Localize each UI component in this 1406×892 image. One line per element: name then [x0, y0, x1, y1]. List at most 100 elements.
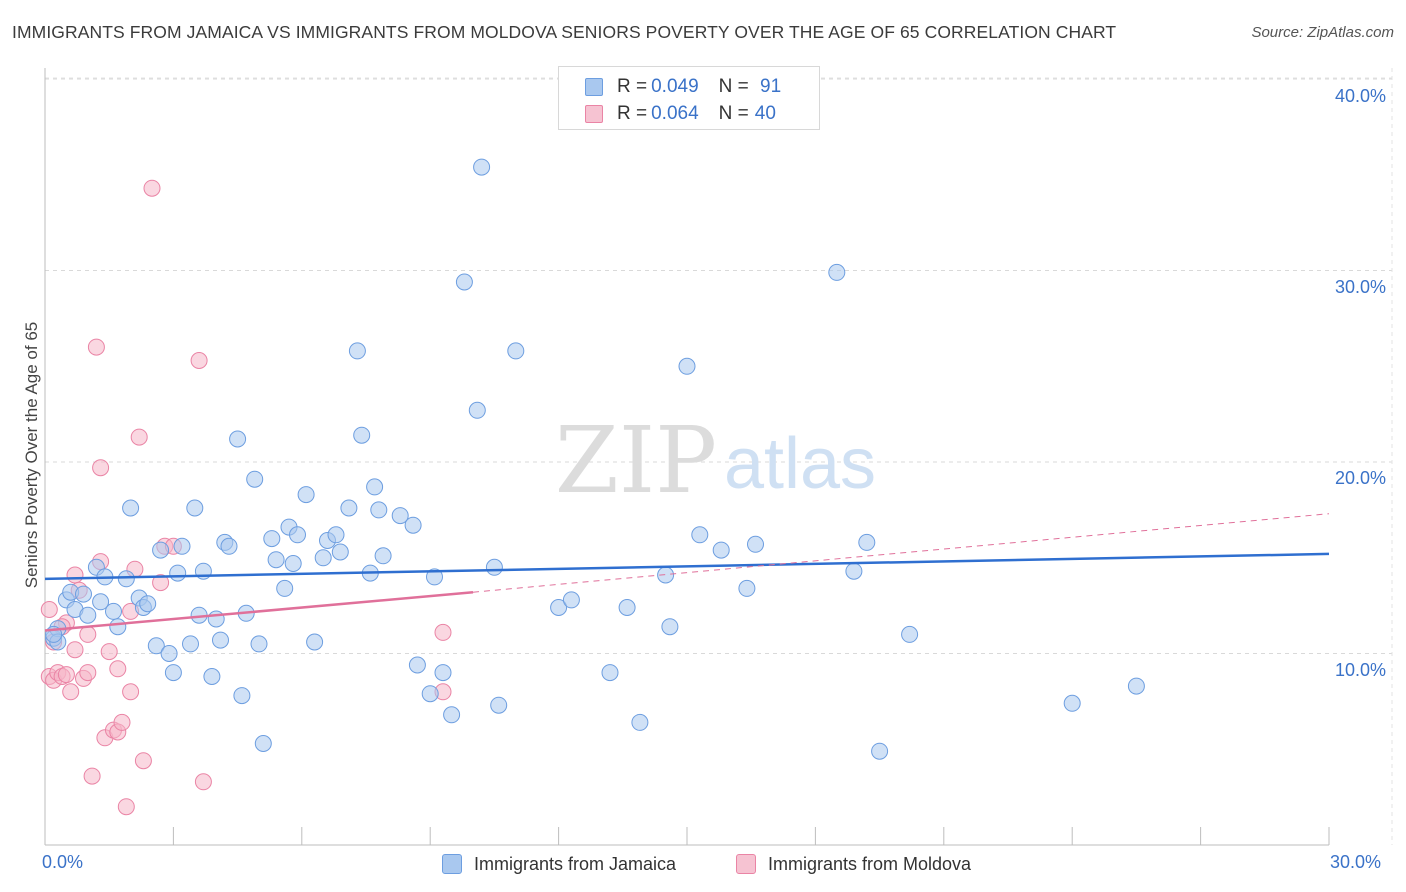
jamaica-point — [331, 543, 349, 561]
jamaica-point — [75, 585, 92, 603]
bottom-legend-swatch-moldova — [736, 854, 756, 874]
jamaica-point — [550, 599, 568, 616]
jamaica-point — [507, 342, 525, 360]
jamaica-point — [139, 595, 157, 613]
jamaica-point — [366, 478, 384, 496]
jamaica-point — [152, 541, 170, 559]
jamaica-point — [601, 664, 619, 682]
jamaica-point — [631, 713, 649, 731]
jamaica-point — [284, 555, 302, 572]
jamaica-point — [160, 645, 178, 662]
legend-r-label: R = — [617, 103, 648, 124]
moldova-point — [134, 752, 152, 770]
bottom-legend-label-jamaica: Immigrants from Jamaica — [474, 853, 677, 874]
jamaica-point — [426, 568, 443, 586]
jamaica-point — [490, 696, 508, 714]
jamaica-point — [678, 357, 696, 375]
moldova-point — [109, 660, 127, 678]
jamaica-point — [348, 342, 366, 360]
jamaica-point — [858, 533, 876, 551]
watermark: ZIP atlas — [555, 407, 876, 514]
jamaica-point — [455, 273, 473, 291]
moldova-point — [66, 566, 84, 584]
jamaica-point — [105, 602, 122, 620]
jamaica-point — [117, 570, 135, 588]
jamaica-point — [233, 687, 251, 705]
legend-swatch-moldova — [585, 105, 603, 123]
jamaica-point — [327, 526, 345, 544]
y-tick-20: 20.0% — [1335, 468, 1387, 488]
jamaica-point — [276, 579, 294, 597]
jamaica-point — [691, 526, 709, 544]
jamaica-point — [207, 610, 225, 628]
y-tick-10: 10.0% — [1335, 660, 1387, 680]
jamaica-point — [468, 401, 486, 419]
legend-n-label: N = — [718, 103, 749, 124]
jamaica-point — [828, 263, 846, 281]
jamaica-point — [738, 579, 756, 597]
jamaica-point — [618, 599, 636, 616]
jamaica-point — [169, 564, 187, 582]
jamaica-point — [250, 635, 268, 653]
moldova-point — [194, 773, 212, 791]
bottom-legend-moldova: Immigrants from Moldova — [736, 852, 971, 876]
jamaica-point — [340, 499, 358, 517]
moldova-point — [79, 625, 97, 643]
jamaica-point — [443, 706, 461, 724]
jamaica-point — [229, 430, 247, 448]
axes — [44, 68, 1330, 846]
x-max-label: 30.0% — [1330, 852, 1382, 872]
trend-line-jamaica — [44, 552, 1330, 581]
jamaica-point — [370, 501, 388, 519]
moldova-point — [122, 683, 140, 701]
moldova-point — [117, 798, 135, 816]
y-axis-label: Seniors Poverty Over the Age of 65 — [22, 321, 41, 589]
jamaica-point — [434, 664, 452, 682]
jamaica-point — [267, 551, 285, 569]
bottom-legend-jamaica: Immigrants from Jamaica — [442, 852, 676, 876]
moldova-point — [79, 664, 97, 682]
jamaica-point — [408, 656, 426, 674]
jamaica-point — [92, 593, 110, 611]
jamaica-point — [297, 486, 315, 504]
legend-n-value-moldova: 40 — [754, 103, 776, 124]
y-tick-30: 30.0% — [1335, 277, 1387, 297]
bottom-legend-swatch-jamaica — [442, 854, 462, 874]
jamaica-point — [122, 499, 140, 517]
source-label: Source: ZipAtlas.com — [1251, 24, 1394, 41]
moldova-point — [62, 683, 80, 701]
jamaica-point — [712, 541, 730, 559]
jamaica-point — [871, 742, 889, 760]
moldova-point — [113, 713, 131, 731]
jamaica-point — [263, 530, 281, 548]
x-min-label: 0.0% — [42, 852, 84, 872]
jamaica-point — [79, 606, 97, 624]
jamaica-point — [220, 537, 238, 555]
jamaica-point — [901, 625, 919, 643]
bottom-legend-label-moldova: Immigrants from Moldova — [768, 853, 972, 874]
jamaica-point — [485, 558, 503, 576]
watermark-atlas: atlas — [724, 424, 876, 504]
chart-title: IMMIGRANTS FROM JAMAICA VS IMMIGRANTS FR… — [12, 22, 1117, 42]
jamaica-point — [1063, 694, 1081, 712]
jamaica-point — [186, 499, 204, 517]
legend-swatch-jamaica — [585, 78, 603, 96]
jamaica-point — [306, 633, 324, 651]
jamaica-point — [473, 158, 491, 176]
moldova-point — [190, 352, 208, 369]
jamaica-point — [391, 507, 409, 525]
jamaica-point — [254, 735, 272, 752]
jamaica-point — [562, 591, 580, 609]
moldova-point — [87, 338, 105, 356]
jamaica-point — [289, 526, 306, 544]
jamaica-point — [404, 516, 422, 534]
moldova-point — [83, 767, 101, 785]
jamaica-point — [164, 664, 182, 682]
jamaica-point — [661, 618, 679, 636]
moldova-point — [57, 666, 75, 684]
legend-r-value-jamaica: 0.049 — [651, 76, 699, 97]
jamaica-point — [173, 537, 191, 555]
moldova-point — [100, 643, 118, 661]
legend-n-label: N = — [718, 76, 749, 97]
